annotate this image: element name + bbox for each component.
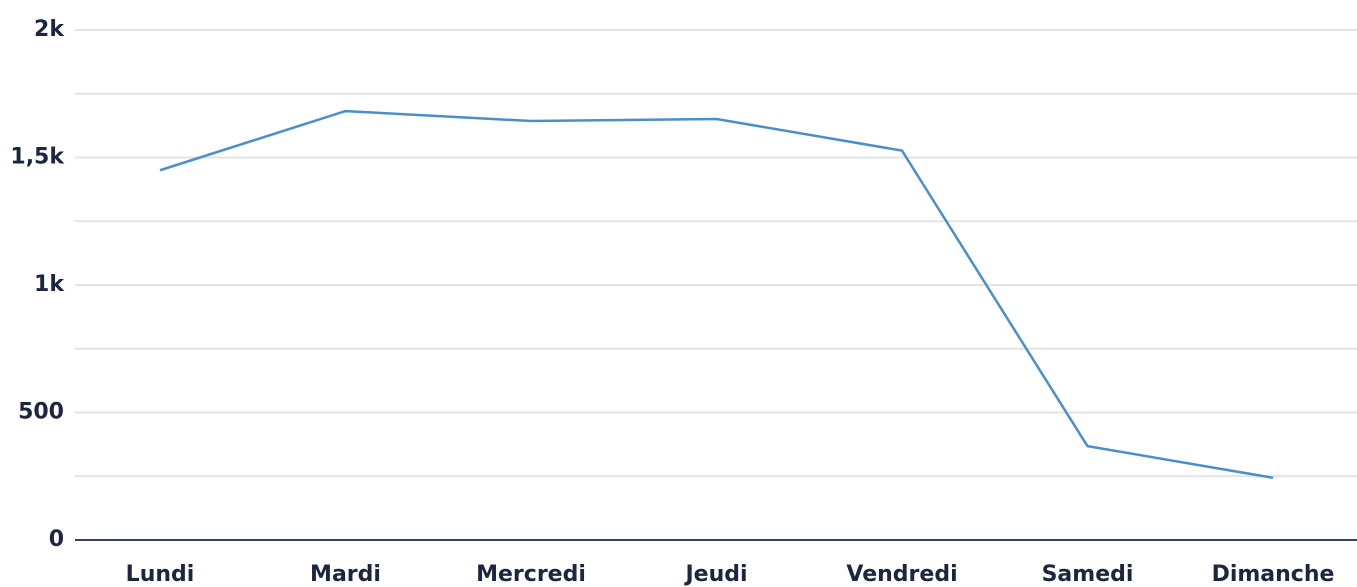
x-tick-label: Mercredi (476, 562, 586, 587)
y-tick-label: 1k (34, 272, 65, 297)
y-tick-label: 1,5k (10, 145, 65, 170)
x-tick-label: Dimanche (1212, 562, 1335, 587)
y-tick-label: 0 (49, 527, 64, 552)
x-tick-label: Vendredi (846, 562, 957, 587)
y-tick-label: 2k (34, 17, 65, 42)
y-tick-label: 500 (18, 400, 64, 425)
x-tick-label: Mardi (310, 562, 381, 587)
x-tick-label: Jeudi (683, 562, 747, 587)
x-tick-label: Samedi (1042, 562, 1134, 587)
line-series (159, 109, 1274, 480)
x-tick-label: Lundi (126, 562, 195, 587)
